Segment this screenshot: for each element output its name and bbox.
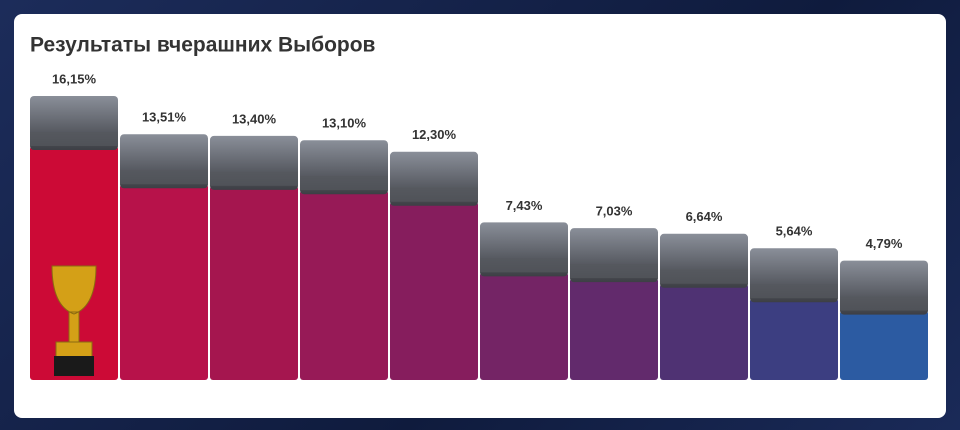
bar (840, 310, 928, 380)
value-label: 5,64% (776, 224, 813, 239)
photo-ground (390, 187, 478, 202)
value-label: 16,15% (52, 71, 97, 86)
photo-ground (570, 264, 658, 279)
bar (30, 146, 118, 380)
bar (390, 201, 478, 380)
bar (120, 184, 208, 380)
photo-ground (120, 170, 208, 185)
value-label: 13,40% (232, 111, 277, 126)
photo-ground (480, 258, 568, 273)
value-label: 6,64% (686, 209, 723, 224)
value-label: 12,30% (412, 127, 457, 142)
photo-ground (300, 176, 388, 191)
bar (660, 283, 748, 380)
photo-ground (210, 171, 298, 186)
photo-ground (750, 284, 838, 299)
chart-title: Результаты вчерашних Выборов (30, 34, 376, 57)
bar (570, 278, 658, 380)
value-label: 13,51% (142, 110, 187, 125)
photo-ground (660, 269, 748, 284)
bar (210, 185, 298, 380)
bar (750, 298, 838, 380)
value-label: 4,79% (866, 236, 903, 251)
photo-ground (840, 296, 928, 311)
value-label: 13,10% (322, 116, 367, 131)
trophy (51, 265, 97, 369)
photo-ground (30, 132, 118, 146)
value-label: 7,03% (596, 204, 633, 219)
trophy-base (54, 356, 94, 376)
value-label: 7,43% (506, 198, 543, 213)
bar (300, 190, 388, 380)
bar (480, 272, 568, 380)
